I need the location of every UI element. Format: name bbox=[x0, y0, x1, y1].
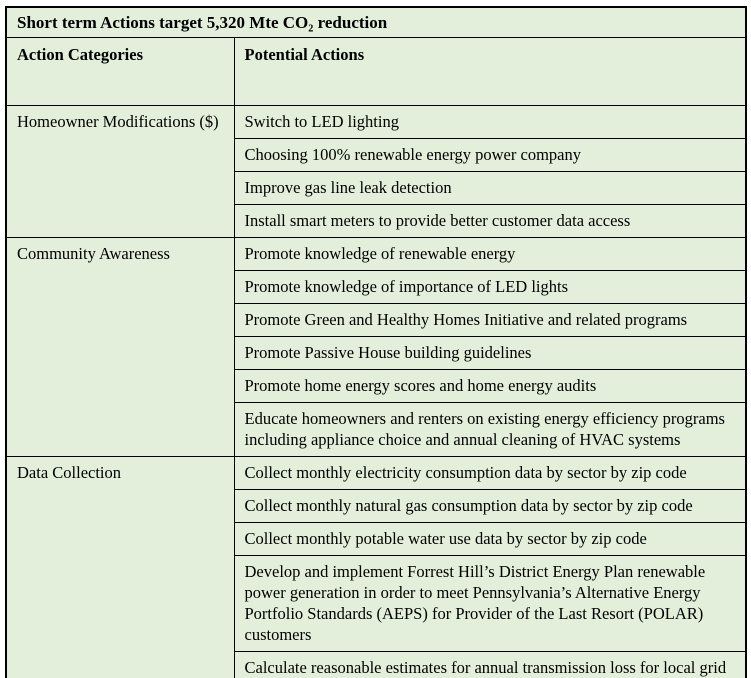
action-cell: Educate homeowners and renters on existi… bbox=[233, 402, 747, 457]
action-cell: Promote Passive House building guideline… bbox=[233, 336, 747, 370]
action-cell: Install smart meters to provide better c… bbox=[233, 204, 747, 238]
table-row: Data Collection Collect monthly electric… bbox=[5, 456, 747, 678]
action-cell: Collect monthly electricity consumption … bbox=[233, 456, 747, 490]
table-row: Educate homeowners and renters on existi… bbox=[6, 402, 747, 457]
table-row: Promote Passive House building guideline… bbox=[6, 336, 747, 370]
action-cell: Improve gas line leak detection bbox=[233, 171, 747, 205]
action-cell: Promote Green and Healthy Homes Initiati… bbox=[233, 303, 747, 337]
column-header-action-categories: Action Categories bbox=[5, 37, 235, 106]
action-cell: Collect monthly natural gas consumption … bbox=[233, 489, 747, 523]
table-row: Improve gas line leak detection bbox=[6, 171, 747, 205]
action-cell: Promote knowledge of renewable energy bbox=[233, 237, 747, 271]
action-cell: Switch to LED lighting bbox=[233, 105, 747, 139]
action-cell: Promote knowledge of importance of LED l… bbox=[233, 270, 747, 304]
action-cell: Calculate reasonable estimates for annua… bbox=[233, 651, 747, 678]
table-header-row: Action Categories Potential Actions bbox=[5, 37, 747, 106]
table-row: Collect monthly potable water use data b… bbox=[6, 522, 747, 556]
table-row: Promote Green and Healthy Homes Initiati… bbox=[6, 303, 747, 337]
action-cell: Develop and implement Forrest Hill’s Dis… bbox=[233, 555, 747, 652]
category-cell-data-collection: Data Collection bbox=[5, 456, 235, 678]
table-row: Community Awareness Promote knowledge of… bbox=[5, 237, 747, 457]
category-cell-community-awareness: Community Awareness bbox=[5, 237, 235, 457]
action-cell: Collect monthly potable water use data b… bbox=[233, 522, 747, 556]
action-cell: Choosing 100% renewable energy power com… bbox=[233, 138, 747, 172]
table-row: Develop and implement Forrest Hill’s Dis… bbox=[6, 555, 747, 652]
table-row: Promote home energy scores and home ener… bbox=[6, 369, 747, 403]
short-term-actions-table: Short term Actions target 5,320 Mte CO₂ … bbox=[5, 6, 747, 678]
column-header-potential-actions: Potential Actions bbox=[233, 37, 747, 106]
table-row: Homeowner Modifications ($) Switch to LE… bbox=[5, 105, 747, 238]
table-row: Promote knowledge of importance of LED l… bbox=[6, 270, 747, 304]
action-cell: Promote home energy scores and home ener… bbox=[233, 369, 747, 403]
table-title-row: Short term Actions target 5,320 Mte CO₂ … bbox=[5, 6, 747, 38]
table-title: Short term Actions target 5,320 Mte CO₂ … bbox=[5, 6, 747, 38]
table-row: Calculate reasonable estimates for annua… bbox=[6, 651, 747, 678]
category-cell-homeowner-modifications: Homeowner Modifications ($) bbox=[5, 105, 235, 238]
table-row: Choosing 100% renewable energy power com… bbox=[6, 138, 747, 172]
